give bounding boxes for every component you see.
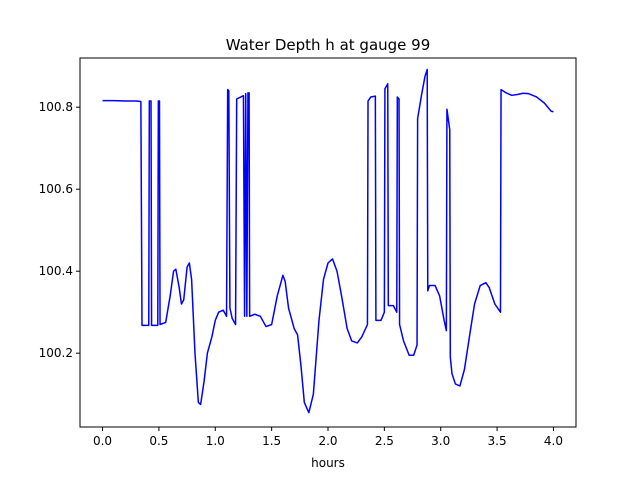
chart-title: Water Depth h at gauge 99 bbox=[226, 36, 431, 54]
y-tick-label: 100.8 bbox=[39, 100, 73, 114]
x-tick-label: 1.5 bbox=[262, 434, 281, 448]
x-axis: 0.0 0.5 1.0 1.5 2.0 2.5 3.0 3.5 4.0 bbox=[93, 427, 563, 448]
y-tick-label: 100.4 bbox=[39, 264, 73, 278]
x-tick-label: 3.0 bbox=[431, 434, 450, 448]
x-tick-label: 3.5 bbox=[488, 434, 507, 448]
x-axis-label: hours bbox=[311, 456, 345, 470]
x-tick-label: 2.5 bbox=[375, 434, 394, 448]
x-tick-label: 0.0 bbox=[93, 434, 112, 448]
x-tick-label: 4.0 bbox=[544, 434, 563, 448]
x-tick-label: 1.0 bbox=[206, 434, 225, 448]
series-line bbox=[102, 68, 554, 414]
y-tick-label: 100.2 bbox=[39, 346, 73, 360]
y-tick-label: 100.6 bbox=[39, 182, 73, 196]
x-tick-label: 2.0 bbox=[318, 434, 337, 448]
x-tick-label: 0.5 bbox=[149, 434, 168, 448]
y-axis: 100.2 100.4 100.6 100.8 bbox=[39, 100, 80, 360]
